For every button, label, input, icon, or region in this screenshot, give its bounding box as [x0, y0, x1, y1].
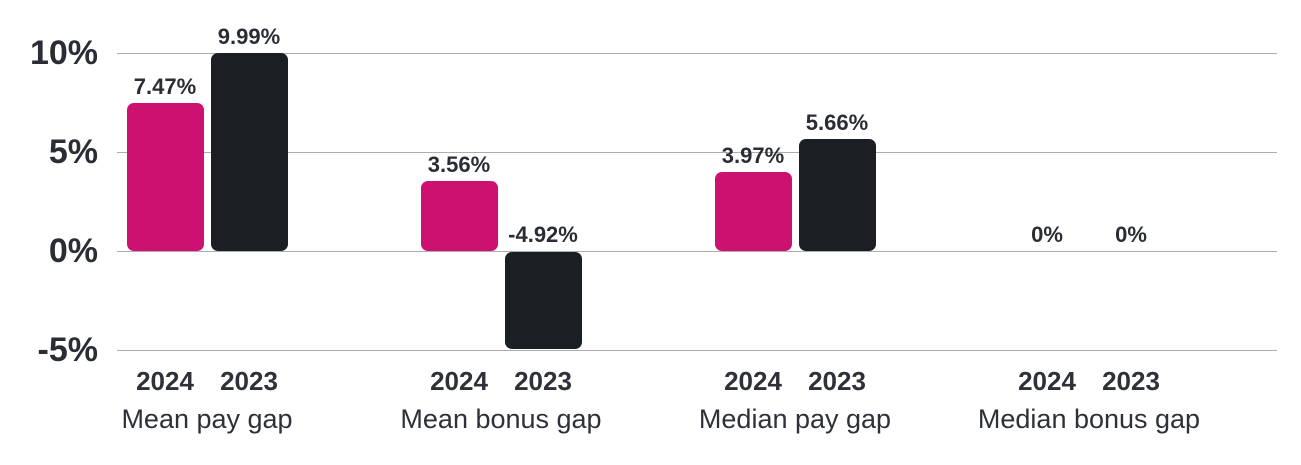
year-label-2023-median-pay-gap: 2023 — [808, 366, 866, 396]
year-label-2023-median-bonus-gap: 2023 — [1102, 366, 1160, 396]
group-label-mean-pay-gap: Mean pay gap — [121, 404, 293, 434]
year-label-2023-mean-bonus-gap: 2023 — [514, 366, 572, 396]
gridline-10 — [117, 52, 1277, 54]
group-label-mean-bonus-gap: Mean bonus gap — [400, 404, 602, 434]
y-axis-label-10: 10% — [29, 34, 98, 72]
group-label-median-bonus-gap: Median bonus gap — [977, 404, 1201, 434]
value-label-2023-median-bonus-gap: 0% — [1115, 222, 1147, 247]
bar-2023-mean-pay-gap — [210, 53, 288, 251]
gridline-0 — [117, 250, 1277, 252]
y-axis-label-5: 5% — [48, 133, 98, 171]
value-label-2023-mean-pay-gap: 9.99% — [217, 24, 281, 50]
bar-2024-mean-bonus-gap — [420, 180, 498, 251]
year-label-2024-median-pay-gap: 2024 — [724, 366, 782, 396]
value-label-2024-mean-bonus-gap: 3.56% — [427, 151, 491, 177]
value-label-2024-median-bonus-gap: 0% — [1031, 222, 1063, 247]
value-label-2023-median-pay-gap: 5.66% — [805, 109, 869, 135]
value-label-2024-mean-pay-gap: 7.47% — [133, 74, 197, 100]
y-axis-label-0: 0% — [48, 232, 98, 270]
y-axis-label-5: -5% — [37, 331, 98, 369]
group-label-median-pay-gap: Median pay gap — [698, 404, 892, 434]
year-label-2024-mean-pay-gap: 2024 — [136, 366, 194, 396]
bar-2024-mean-pay-gap — [126, 103, 204, 251]
year-label-2024-median-bonus-gap: 2024 — [1018, 366, 1076, 396]
value-label-2023-mean-bonus-gap: -4.92% — [508, 222, 578, 247]
bar-2023-mean-bonus-gap — [504, 252, 582, 350]
value-label-2024-median-pay-gap: 3.97% — [721, 143, 785, 169]
bar-2024-median-pay-gap — [714, 172, 792, 251]
year-label-2023-mean-pay-gap: 2023 — [220, 366, 278, 396]
bar-2023-median-pay-gap — [798, 138, 876, 251]
gridline-5 — [117, 151, 1277, 153]
gridline-5 — [117, 349, 1277, 351]
year-label-2024-mean-bonus-gap: 2024 — [430, 366, 488, 396]
